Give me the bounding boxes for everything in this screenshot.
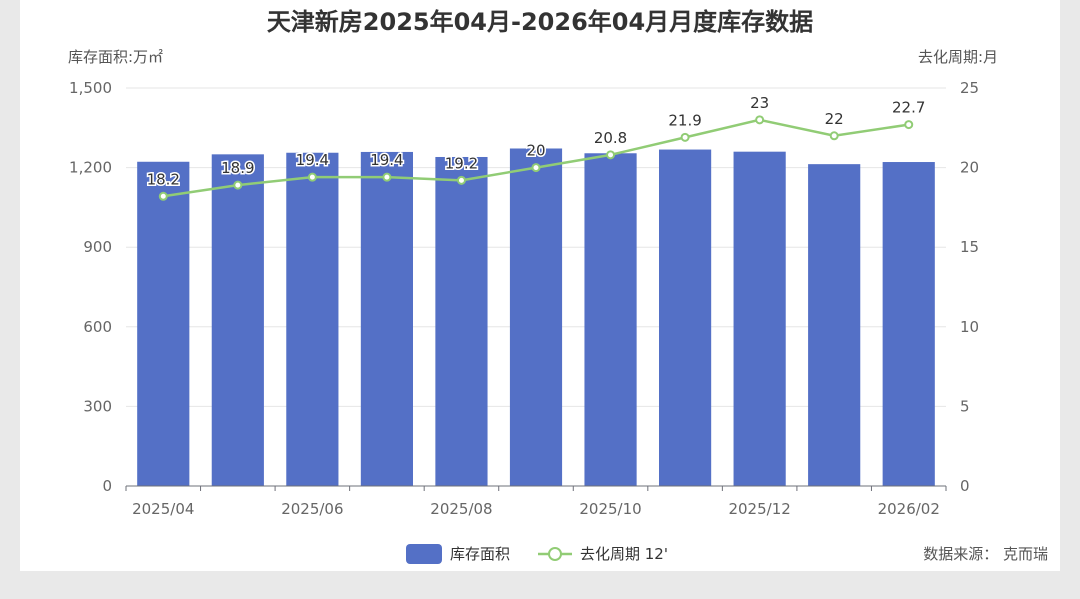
right-tick-label: 5 bbox=[960, 397, 970, 415]
legend-line-marker bbox=[548, 547, 562, 561]
bar-series bbox=[137, 148, 935, 487]
x-tick-label: 2025/08 bbox=[430, 500, 492, 518]
bar bbox=[211, 154, 264, 487]
right-tick-label: 25 bbox=[960, 79, 979, 97]
right-tick-label: 15 bbox=[960, 238, 979, 256]
line-point bbox=[158, 191, 168, 201]
bar bbox=[137, 161, 190, 486]
data-label: 22 bbox=[825, 110, 844, 128]
bar bbox=[733, 151, 786, 486]
line-point bbox=[829, 131, 839, 141]
left-tick-label: 1,200 bbox=[69, 159, 112, 177]
x-tick-label: 2025/06 bbox=[281, 500, 343, 518]
bar bbox=[360, 151, 413, 487]
data-label: 19.2 bbox=[445, 154, 478, 172]
left-tick-label: 300 bbox=[83, 397, 112, 415]
line-point bbox=[904, 120, 914, 130]
data-label: 18.9 bbox=[221, 159, 254, 177]
bar bbox=[435, 156, 488, 486]
bar bbox=[808, 164, 861, 486]
line-point bbox=[531, 163, 541, 173]
left-tick-label: 600 bbox=[83, 318, 112, 336]
chart-title: 天津新房2025年04月-2026年04月月度库存数据 bbox=[267, 8, 813, 36]
line-point bbox=[606, 150, 616, 160]
right-tick-label: 0 bbox=[960, 477, 970, 495]
line-point bbox=[233, 180, 243, 190]
left-tick-label: 0 bbox=[102, 477, 112, 495]
right-axis-label: 去化周期:月 bbox=[918, 48, 998, 66]
bar bbox=[882, 162, 935, 486]
data-labels: 18.2 18.9 19.4 19.4 19.2 20 20.8 21.9 23 22 22.7 bbox=[145, 92, 927, 189]
data-label: 22.7 bbox=[892, 99, 925, 117]
data-label: 20 bbox=[526, 142, 545, 160]
line-point bbox=[680, 132, 690, 142]
bar bbox=[659, 149, 712, 487]
data-label: 19.4 bbox=[296, 151, 329, 169]
source-note: 数据来源： 克而瑞 bbox=[923, 545, 1048, 563]
legend-line-label: 去化周期 12' bbox=[580, 545, 668, 563]
bar bbox=[286, 152, 339, 486]
line-point bbox=[382, 172, 392, 182]
legend-bar-label: 库存面积 bbox=[450, 545, 510, 563]
line-series bbox=[158, 115, 914, 201]
bar bbox=[509, 148, 563, 486]
data-label: 18.2 bbox=[147, 170, 180, 188]
bar bbox=[584, 153, 637, 486]
legend[interactable]: 库存面积 去化周期 12' bbox=[406, 544, 668, 564]
legend-bar-swatch bbox=[406, 544, 442, 564]
right-tick-label: 20 bbox=[960, 159, 979, 177]
left-tick-label: 900 bbox=[83, 238, 112, 256]
data-label: 20.8 bbox=[594, 129, 627, 147]
line-point bbox=[307, 172, 317, 182]
line-point bbox=[755, 115, 765, 125]
x-tick-label: 2026/02 bbox=[878, 500, 940, 518]
line-point bbox=[456, 175, 466, 185]
data-label: 23 bbox=[750, 94, 769, 112]
left-tick-label: 1,500 bbox=[69, 79, 112, 97]
data-label: 21.9 bbox=[668, 111, 701, 129]
x-tick-label: 2025/10 bbox=[579, 500, 641, 518]
x-tick-label: 2025/04 bbox=[132, 500, 194, 518]
left-axis-label: 库存面积:万㎡ bbox=[68, 48, 163, 66]
right-tick-label: 10 bbox=[960, 318, 979, 336]
x-tick-label: 2025/12 bbox=[728, 500, 790, 518]
data-label: 19.4 bbox=[370, 151, 403, 169]
chart-svg: 天津新房2025年04月-2026年04月月度库存数据 库存面积:万㎡ 去化周期… bbox=[68, 8, 1048, 564]
chart-card: 天津新房2025年04月-2026年04月月度库存数据 库存面积:万㎡ 去化周期… bbox=[20, 0, 1060, 571]
